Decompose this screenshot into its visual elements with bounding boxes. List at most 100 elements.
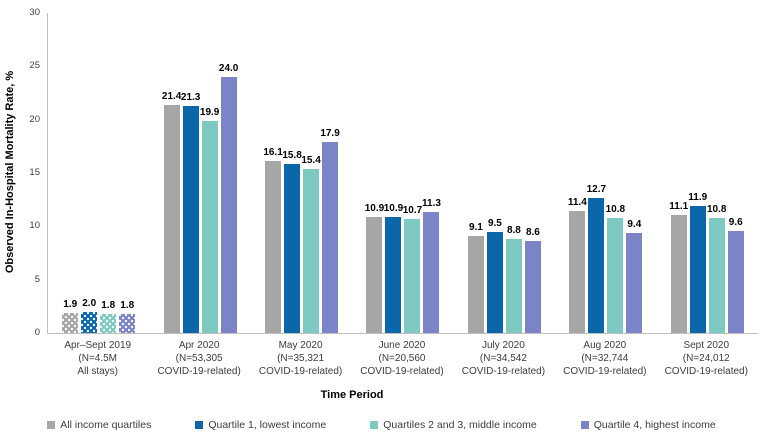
x-category-label-line: June 2020 [378, 340, 426, 351]
bar [62, 312, 79, 333]
bar-slot: 9.5 [486, 218, 503, 333]
bar-slot: 19.9 [199, 106, 220, 333]
bar-value-label: 15.4 [301, 154, 321, 166]
bar-value-label: 9.4 [627, 218, 642, 230]
x-axis-category-labels: Apr–Sept 2019 (N=4.5M All stays) Apr 2020 (N… [47, 339, 757, 378]
legend-item: All income quartiles [47, 419, 151, 431]
bar-slot: 10.7 [403, 205, 422, 333]
bar [626, 232, 643, 333]
legend-item: Quartile 1, lowest income [195, 419, 326, 431]
x-category-label-line: May 2020 [278, 340, 323, 351]
bar-group: 1.9 2.0 1.8 1.8 [62, 13, 136, 333]
bar-slot: 11.9 [688, 192, 708, 333]
bar-value-label: 1.8 [120, 299, 135, 311]
bar [708, 217, 725, 333]
x-axis-title: Time Period [320, 389, 384, 401]
x-category-label: July 2020 (N=34,542 COVID-19-related) [453, 339, 554, 378]
x-category-label-line: (N=20,560 [378, 353, 426, 364]
bar-slot: 8.6 [524, 228, 541, 333]
bar-slot: 12.7 [587, 184, 606, 333]
bar [220, 77, 237, 333]
bar-group: 16.1 15.8 15.4 17.9 [263, 13, 340, 333]
bar-slot: 16.1 [263, 147, 283, 333]
bar [201, 120, 218, 333]
x-category-label-line: Aug 2020 [583, 340, 627, 351]
bar [81, 311, 98, 333]
x-category-label-line: (N=24,012 [682, 353, 730, 364]
x-category-label-line: (N=53,305 [175, 353, 223, 364]
bar-value-label: 11.3 [422, 198, 441, 210]
x-category-label: Apr–Sept 2019 (N=4.5M All stays) [47, 339, 148, 378]
bar-value-label: 1.9 [63, 298, 78, 310]
bar-slot: 15.8 [282, 150, 302, 333]
x-category-label-line: (N=32,744 [581, 353, 629, 364]
bar-value-label: 8.8 [506, 225, 521, 237]
plot-area: 1.9 2.0 1.8 1.8 21.4 21.3 19.9 24.0 16.1 15.8 15.4… [47, 13, 758, 334]
legend-label: Quartile 4, highest income [593, 419, 716, 431]
bar-group: 21.4 21.3 19.9 24.0 [162, 13, 238, 333]
bar-group: 9.1 9.5 8.8 8.6 [467, 13, 541, 333]
bar-slot: 15.4 [301, 154, 321, 333]
y-tick-label: 0 [34, 327, 40, 338]
x-category-label-line: Apr 2020 [178, 340, 220, 351]
x-category-label: Aug 2020 (N=32,744 COVID-19-related) [554, 339, 655, 378]
bar-group: 11.1 11.9 10.8 9.6 [669, 13, 744, 333]
bar [505, 239, 522, 333]
bar-slot: 10.8 [606, 204, 625, 333]
bar-value-label: 21.3 [180, 91, 201, 103]
y-tick-label: 20 [29, 113, 40, 125]
bar [303, 168, 320, 333]
bar-value-label: 11.9 [688, 192, 708, 204]
bar-slot: 1.9 [62, 298, 79, 333]
bar [524, 241, 541, 333]
bar-slot: 9.6 [727, 216, 744, 333]
bar-slot: 11.1 [669, 201, 688, 333]
bar [100, 313, 117, 333]
legend-label: Quartiles 2 and 3, middle income [383, 419, 537, 431]
bar [467, 235, 484, 333]
x-category-label-line: COVID-19-related) [563, 366, 647, 377]
x-category-label-line: Apr–Sept 2019 [64, 340, 132, 351]
bar-value-label: 1.8 [101, 299, 116, 311]
bar [569, 211, 586, 333]
bar-slot: 8.8 [505, 225, 522, 333]
x-category-label-line: COVID-19-related) [664, 366, 748, 377]
x-category-label-line: COVID-19-related) [157, 366, 241, 377]
x-category-label-line: July 2020 [481, 340, 525, 351]
chart-legend: All income quartiles Quartile 1, lowest i… [0, 419, 763, 431]
bar [689, 206, 706, 333]
bar-value-label: 10.8 [707, 203, 727, 215]
bar [322, 142, 339, 333]
bar [385, 216, 402, 333]
bar-slot: 2.0 [81, 298, 98, 333]
x-category-label-line: COVID-19-related) [461, 366, 546, 377]
bar-value-label: 19.9 [199, 106, 220, 118]
bar-slot: 10.8 [707, 203, 727, 333]
legend-item: Quartile 4, highest income [580, 419, 716, 431]
x-category-label-line: (N=35,321 [277, 353, 325, 364]
legend-swatch [47, 421, 56, 429]
bar [119, 313, 136, 333]
bar-value-label: 16.1 [263, 147, 283, 159]
bar-value-label: 17.9 [320, 128, 340, 140]
bar [366, 216, 383, 333]
x-category-label-line: (N=4.5M [78, 353, 118, 364]
bar-slot: 9.4 [626, 218, 643, 333]
legend-swatch [195, 421, 204, 429]
legend-label: Quartile 1, lowest income [208, 419, 327, 431]
bar-value-label: 9.6 [728, 216, 743, 228]
bar-slot: 24.0 [219, 64, 238, 333]
bar [265, 161, 282, 333]
bar-value-label: 15.8 [282, 150, 302, 162]
bar-value-label: 10.9 [383, 202, 404, 214]
x-category-label-line: COVID-19-related) [360, 366, 444, 377]
bar-slot: 1.8 [119, 299, 136, 333]
bar-group: 10.9 10.9 10.7 11.3 [365, 13, 441, 333]
x-category-label-line: COVID-19-related) [258, 366, 343, 377]
x-category-label-line: All stays) [77, 366, 118, 377]
bar-slot: 21.4 [162, 91, 181, 333]
x-category-label: June 2020 (N=20,560 COVID-19-related) [351, 339, 452, 378]
x-category-label: Apr 2020 (N=53,305 COVID-19-related) [148, 339, 249, 378]
bar [727, 230, 744, 333]
